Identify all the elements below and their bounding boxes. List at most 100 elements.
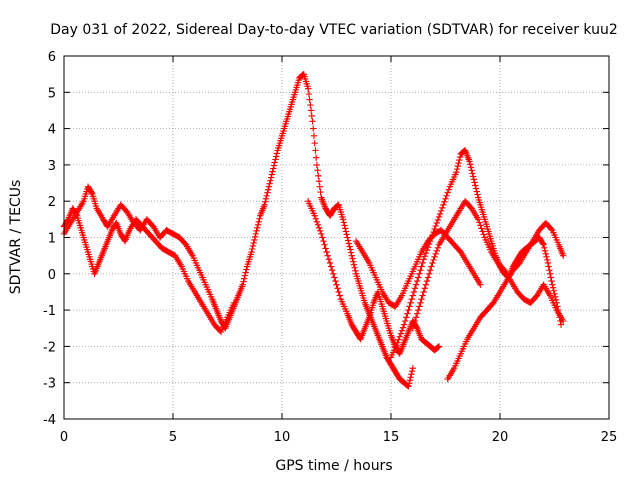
data-point xyxy=(473,188,480,195)
y-tick-label: -1 xyxy=(43,304,56,319)
data-point xyxy=(340,219,347,226)
data-point xyxy=(339,216,347,223)
data-point xyxy=(312,215,319,222)
data-point xyxy=(315,178,323,185)
data-point xyxy=(403,314,410,321)
data-point xyxy=(349,255,356,262)
x-tick-label: 10 xyxy=(274,430,291,445)
data-point xyxy=(307,107,315,114)
data-point xyxy=(421,253,428,260)
data-point xyxy=(270,165,277,172)
x-tick-label: 0 xyxy=(60,430,68,445)
data-point xyxy=(397,330,405,337)
data-point xyxy=(315,224,323,232)
data-point xyxy=(269,168,276,175)
data-point xyxy=(271,159,278,166)
data-point xyxy=(418,296,425,303)
data-point xyxy=(270,162,278,169)
data-point xyxy=(333,281,340,288)
data-point xyxy=(310,125,317,132)
data-point xyxy=(453,168,460,176)
data-point xyxy=(549,281,556,288)
data-point xyxy=(434,344,441,351)
data-point xyxy=(261,201,268,209)
data-point xyxy=(443,192,450,199)
data-point xyxy=(328,266,336,274)
data-point xyxy=(471,179,478,186)
data-point xyxy=(319,234,326,241)
tick-layer: 0 5 10 15 20 25 -4 -3 -2 -1 0 1 2 3 4 5 6 xyxy=(43,50,617,445)
data-point xyxy=(543,253,550,261)
data-point xyxy=(444,189,451,196)
data-point xyxy=(455,159,462,167)
data-point xyxy=(251,236,258,244)
data-point xyxy=(418,263,425,270)
data-point xyxy=(419,259,426,267)
data-point xyxy=(557,321,565,328)
data-point xyxy=(411,285,419,292)
y-tick-label: 2 xyxy=(48,195,56,210)
data-point xyxy=(346,243,353,250)
data-point xyxy=(430,256,437,264)
data-point xyxy=(408,371,415,378)
data-point xyxy=(250,239,257,247)
data-point xyxy=(540,241,547,248)
data-point xyxy=(435,213,443,221)
data-point xyxy=(341,222,348,229)
data-point xyxy=(541,247,549,255)
data-point xyxy=(456,156,463,164)
data-point xyxy=(307,101,314,109)
data-point xyxy=(405,306,412,314)
data-point xyxy=(241,275,248,282)
data-point xyxy=(472,182,479,189)
data-point xyxy=(311,212,318,219)
data-point xyxy=(248,248,255,256)
data-point xyxy=(401,317,409,325)
data-point xyxy=(267,177,274,184)
data-point xyxy=(252,230,260,238)
data-point xyxy=(432,250,439,258)
x-tick-label: 20 xyxy=(492,430,509,445)
data-point xyxy=(310,132,318,140)
data-point xyxy=(406,303,413,310)
data-point xyxy=(332,277,339,285)
series-satellite-track-7 xyxy=(352,227,484,310)
data-point xyxy=(477,222,484,229)
data-point xyxy=(420,288,427,296)
data-point xyxy=(249,245,256,253)
data-point xyxy=(272,156,279,163)
data-point xyxy=(324,252,331,259)
data-point xyxy=(436,210,444,218)
data-point xyxy=(254,221,262,228)
series-satellite-track-3 xyxy=(304,198,443,357)
data-point xyxy=(273,150,281,157)
data-point xyxy=(344,234,351,241)
data-point xyxy=(350,261,358,268)
data-point xyxy=(440,201,447,209)
data-point xyxy=(420,256,427,263)
data-point xyxy=(330,270,337,277)
data-point xyxy=(434,244,442,251)
data-point xyxy=(470,176,478,183)
data-point xyxy=(423,277,431,285)
data-point xyxy=(309,118,316,125)
data-point xyxy=(317,188,324,196)
y-tick-label: 6 xyxy=(48,50,56,65)
data-point xyxy=(429,259,436,267)
data-point xyxy=(314,167,321,174)
data-point xyxy=(313,218,321,225)
data-point xyxy=(315,172,322,179)
y-tick-label: 1 xyxy=(48,232,56,247)
y-tick-label: 4 xyxy=(48,123,56,138)
series-satellite-track-2 xyxy=(60,205,238,336)
data-point xyxy=(560,317,567,325)
data-point xyxy=(305,90,313,98)
data-point xyxy=(320,237,327,245)
data-point xyxy=(442,195,449,202)
data-point xyxy=(425,270,433,277)
data-point xyxy=(249,242,257,250)
data-point xyxy=(539,240,547,247)
data-point xyxy=(399,324,407,331)
data-point xyxy=(546,266,553,274)
